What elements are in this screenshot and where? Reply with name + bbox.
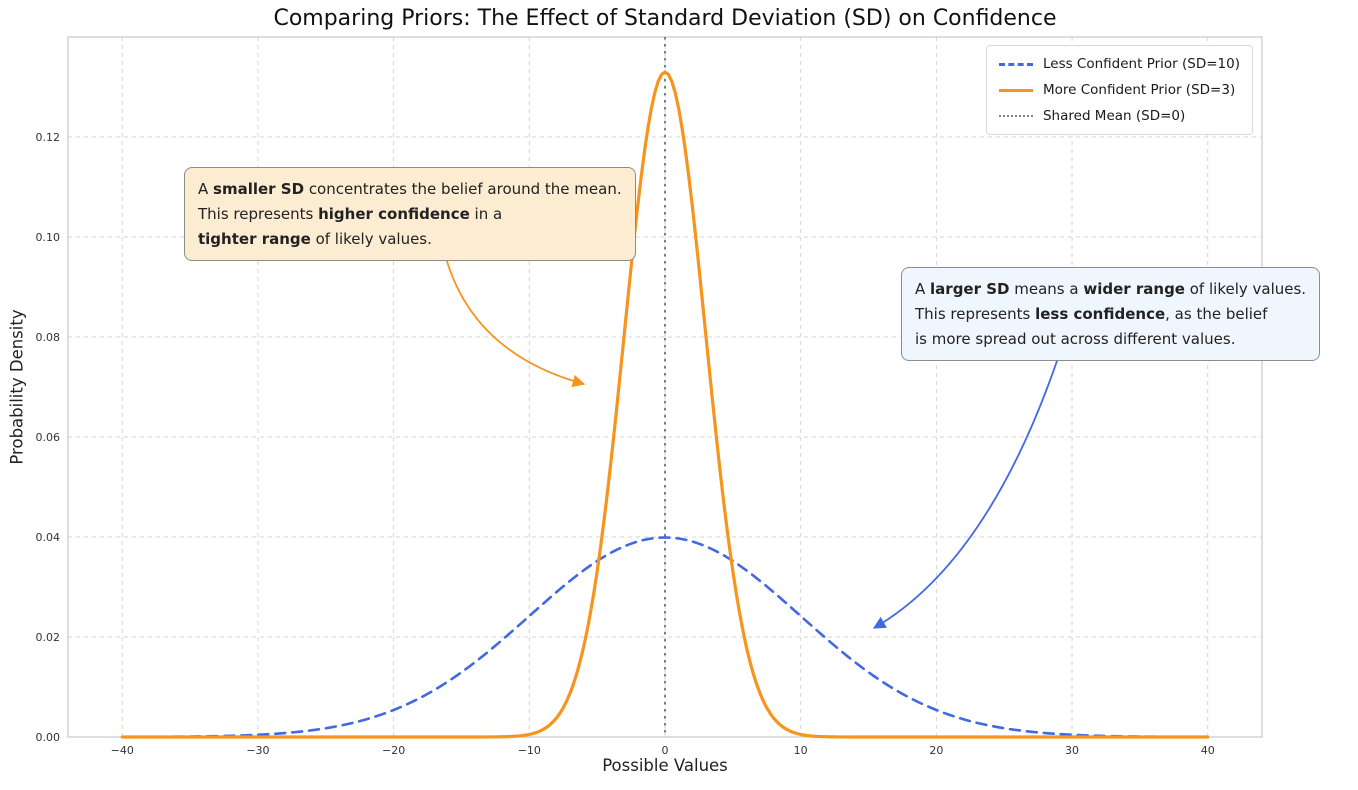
legend-line-dotted: [998, 115, 1033, 117]
x-tick-label: −10: [518, 744, 541, 757]
y-tick-label: 0.12: [36, 131, 61, 144]
annotation-text: A: [915, 280, 931, 298]
y-tick-label: 0.02: [36, 631, 61, 644]
y-tick-label: 0.10: [36, 231, 61, 244]
legend-line-dashed: [998, 62, 1033, 66]
annotation-bold-text: higher confidence: [318, 204, 470, 223]
annotation-text: is more spread out across different valu…: [915, 329, 1236, 348]
x-axis-label: Possible Values: [602, 756, 728, 775]
legend-item-more-confident: More Confident Prior (SD=3): [998, 82, 1240, 98]
x-tick-label: 10: [794, 744, 808, 757]
x-tick-label: 40: [1201, 744, 1215, 757]
x-tick-label: −40: [111, 744, 134, 757]
y-tick-label: 0.06: [36, 431, 61, 444]
legend-line-solid: [998, 88, 1033, 92]
annotation-text: concentrates the belief around the mean.: [304, 180, 622, 198]
annotation-bold-text: less confidence: [1035, 304, 1166, 323]
curve-less-confident: [120, 536, 1210, 739]
legend-label-less-confident: Less Confident Prior (SD=10): [1042, 56, 1240, 72]
x-tick-label: −30: [246, 744, 269, 757]
curve-more-confident: [120, 70, 1210, 739]
legend: Less Confident Prior (SD=10) More Confid…: [985, 45, 1253, 135]
annotation-text: , as the belief: [1165, 304, 1268, 323]
chart-title: Comparing Priors: The Effect of Standard…: [273, 6, 1057, 31]
legend-label-more-confident: More Confident Prior (SD=3): [1042, 82, 1236, 98]
x-tick-label: 30: [1065, 744, 1079, 757]
y-tick-label: 0.00: [36, 731, 61, 744]
annotation-bold-text: tighter range: [198, 229, 311, 248]
annotation-text: A: [198, 180, 214, 198]
x-tick-label: 0: [662, 744, 669, 757]
annotation-bold-text: wider range: [1083, 280, 1185, 298]
annotation-text: means a: [1009, 280, 1084, 298]
annotation-text: in a: [469, 204, 503, 223]
annotation-text: of likely values.: [310, 229, 432, 248]
legend-label-shared-mean: Shared Mean (SD=0): [1042, 108, 1186, 124]
annotation-text: This represents: [198, 204, 319, 223]
legend-item-shared-mean: Shared Mean (SD=0): [998, 108, 1240, 124]
annotation-smaller-sd: A smaller SD concentrates the belief aro…: [184, 167, 636, 262]
x-tick-label: 20: [929, 744, 943, 757]
legend-item-less-confident: Less Confident Prior (SD=10): [998, 56, 1240, 72]
annotation-arrow-smaller-sd: [445, 257, 586, 388]
annotation-text: of likely values.: [1184, 280, 1307, 298]
y-tick-label: 0.08: [36, 331, 61, 344]
annotation-bold-text: smaller SD: [213, 180, 305, 198]
annotation-bold-text: larger SD: [930, 280, 1010, 298]
annotation-text: This represents: [915, 304, 1036, 323]
annotation-larger-sd: A larger SD means a wider range of likel…: [901, 267, 1321, 362]
y-axis-label: Probability Density: [7, 309, 27, 465]
x-tick-label: −20: [382, 744, 405, 757]
annotation-arrow-larger-sd: [872, 357, 1059, 629]
y-tick-label: 0.04: [36, 531, 61, 544]
